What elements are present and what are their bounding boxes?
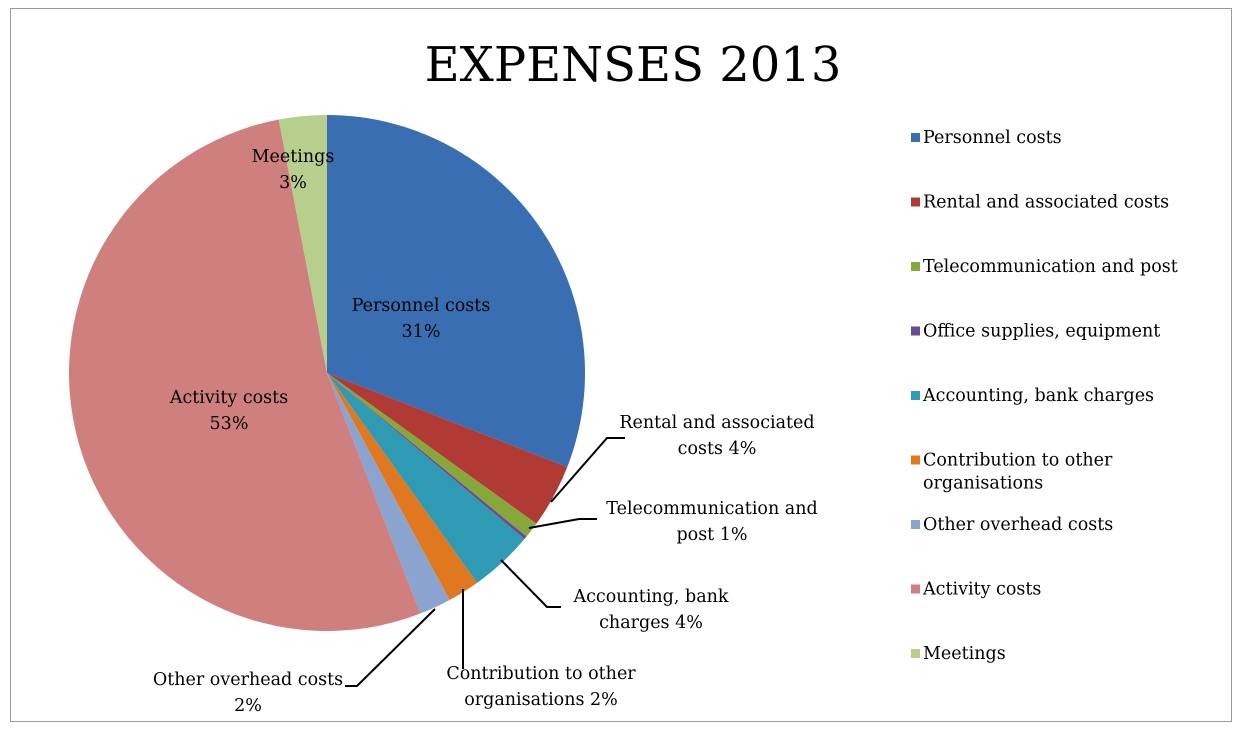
pie-slice-other-overhead-costs	[327, 373, 450, 614]
pie-slice-contribution-to-other-organisations	[327, 373, 478, 600]
pie-slice-activity-costs	[68, 119, 421, 631]
legend: Personnel costs Rental and associated cos…	[911, 128, 1178, 664]
data-label-line: Activity costs	[169, 388, 288, 408]
data-label-line: Meetings	[252, 147, 335, 167]
slice-labels: Personnel costs 31% Rental and associated c…	[153, 147, 818, 716]
legend-label: Telecommunication and post	[923, 257, 1178, 277]
legend-label-line: Contribution to other	[923, 451, 1113, 471]
legend-swatch	[911, 133, 920, 142]
legend-swatch	[911, 649, 920, 658]
legend-swatch	[911, 584, 920, 594]
data-label-line: organisations 2%	[464, 690, 618, 710]
legend-label: Office supplies, equipment	[923, 322, 1160, 342]
legend-label-line: organisations	[923, 474, 1043, 494]
data-label-line: Contribution to other	[446, 664, 636, 684]
legend-label-line: Other overhead costs	[923, 515, 1113, 535]
chart-title: EXPENSES 2013	[425, 37, 842, 93]
data-label: Activity costs 53%	[169, 388, 288, 434]
legend-swatch	[911, 391, 920, 400]
legend-label-line: Telecommunication and post	[923, 257, 1178, 277]
legend-item: Telecommunication and post	[911, 257, 1178, 277]
leader-line	[345, 608, 436, 687]
legend-swatch	[911, 520, 920, 529]
legend-item: Activity costs	[911, 580, 1041, 600]
pie-slice-personnel-costs	[327, 115, 585, 468]
data-label-line: costs 4%	[678, 439, 757, 459]
leader-line	[550, 437, 625, 503]
data-label-line: Other overhead costs	[153, 670, 343, 690]
legend-label-line: Office supplies, equipment	[923, 322, 1160, 342]
legend-label-line: Meetings	[923, 644, 1006, 664]
legend-label: Meetings	[923, 644, 1006, 664]
data-label: Meetings 3%	[252, 147, 335, 193]
legend-label-line: Accounting, bank charges	[922, 386, 1154, 406]
pie-slice-rental-and-associated-costs	[327, 373, 568, 524]
pie-chart: EXPENSES 2013 Personnel costs 31% Rental a…	[68, 37, 1178, 716]
data-label-line: 31%	[402, 322, 441, 342]
legend-label-line: Rental and associated costs	[923, 193, 1169, 213]
legend-item: Meetings	[911, 644, 1006, 664]
legend-label: Rental and associated costs	[923, 193, 1169, 213]
legend-label: Contribution to other organisations	[923, 451, 1113, 494]
pie-slice-telecommunication-and-post	[327, 373, 537, 537]
legend-swatch	[911, 455, 920, 465]
legend-label-line: Activity costs	[922, 580, 1041, 600]
pie-slice-office-supplies-equipment	[327, 373, 527, 540]
data-label-line: Rental and associated	[619, 413, 814, 433]
legend-item: Accounting, bank charges	[911, 386, 1154, 406]
data-label: Contribution to other organisations 2%	[446, 664, 636, 710]
legend-label: Activity costs	[922, 580, 1041, 600]
legend-label: Personnel costs	[923, 128, 1062, 148]
data-label: Accounting, bank charges 4%	[572, 587, 728, 633]
data-label: Other overhead costs 2%	[153, 670, 343, 716]
legend-label: Other overhead costs	[923, 515, 1113, 535]
data-label-line: post 1%	[676, 525, 747, 545]
chart-frame: EXPENSES 2013 Personnel costs 31% Rental a…	[10, 8, 1232, 722]
data-label-line: Accounting, bank	[572, 587, 728, 607]
leader-line	[500, 559, 561, 608]
data-label: Personnel costs 31%	[352, 296, 491, 342]
data-label-line: Personnel costs	[352, 296, 491, 316]
legend-item: Office supplies, equipment	[911, 322, 1160, 342]
legend-item: Personnel costs	[911, 128, 1062, 148]
pie-slice-accounting-bank-charges	[327, 373, 525, 583]
data-label-line: 3%	[279, 173, 307, 193]
data-label-line: 53%	[210, 414, 249, 434]
legend-swatch	[911, 326, 920, 336]
leader-line	[528, 518, 597, 529]
legend-item: Rental and associated costs	[911, 193, 1169, 213]
data-label-line: charges 4%	[599, 613, 703, 633]
pie-slices	[68, 115, 585, 631]
data-label: Telecommunication and post 1%	[606, 499, 817, 545]
legend-item: Contribution to other organisations	[911, 451, 1113, 494]
leader-lines	[345, 437, 625, 687]
legend-item: Other overhead costs	[911, 515, 1113, 535]
data-label-line: 2%	[234, 696, 262, 716]
legend-label: Accounting, bank charges	[922, 386, 1154, 406]
legend-swatch	[911, 197, 920, 207]
legend-swatch	[911, 262, 920, 271]
legend-label-line: Personnel costs	[923, 128, 1062, 148]
data-label: Rental and associated costs 4%	[619, 413, 814, 459]
data-label-line: Telecommunication and	[606, 499, 817, 519]
pie-slice-meetings	[278, 115, 327, 373]
